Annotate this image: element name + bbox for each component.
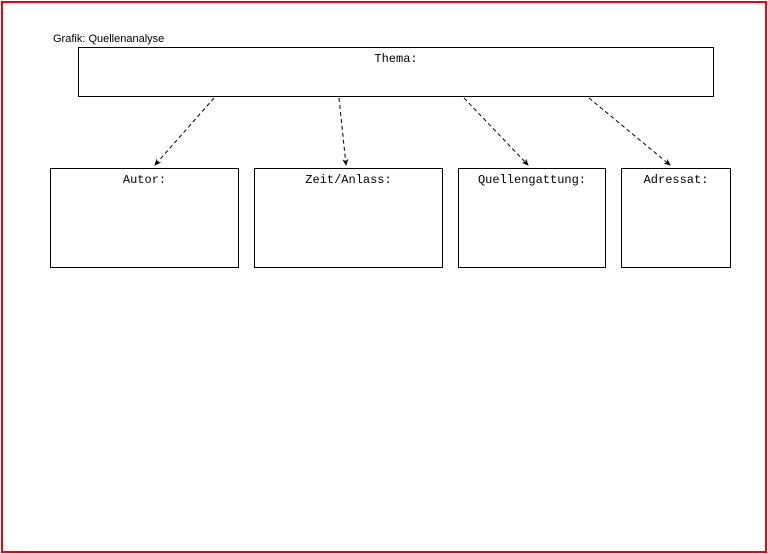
node-zeit-label: Zeit/Anlass: bbox=[305, 173, 391, 187]
node-adressat: Adressat: bbox=[621, 168, 731, 268]
node-thema-label: Thema: bbox=[374, 52, 417, 66]
node-gattung: Quellengattung: bbox=[458, 168, 606, 268]
node-autor-label: Autor: bbox=[123, 173, 166, 187]
node-autor: Autor: bbox=[50, 168, 239, 268]
node-adressat-label: Adressat: bbox=[644, 173, 709, 187]
node-thema: Thema: bbox=[78, 47, 714, 97]
diagram-title: Grafik: Quellenanalyse bbox=[53, 33, 164, 45]
node-gattung-label: Quellengattung: bbox=[478, 173, 586, 187]
node-zeit: Zeit/Anlass: bbox=[254, 168, 443, 268]
